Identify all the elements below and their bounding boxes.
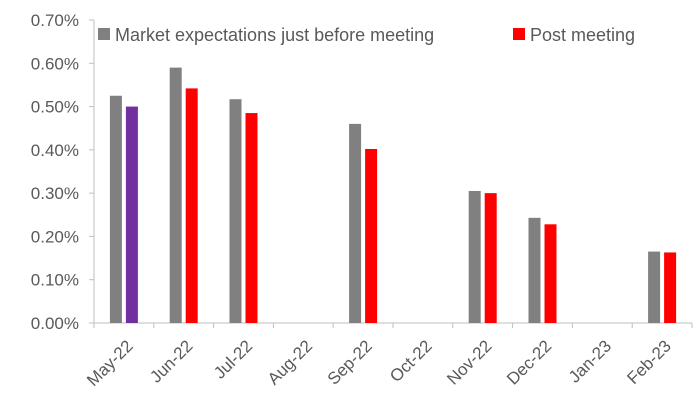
legend-swatch (98, 28, 110, 40)
y-tick-label: 0.40% (31, 141, 79, 160)
y-tick-label: 0.50% (31, 98, 79, 117)
bar-post-meeting (365, 148, 378, 323)
axes (93, 20, 692, 324)
y-tick-label: 0.10% (31, 271, 79, 290)
bar-post-meeting (484, 193, 497, 323)
legend-swatch (513, 28, 525, 40)
x-tick-label: Jul-22 (210, 336, 256, 382)
bar-pre-meeting (109, 95, 122, 323)
x-tick-label: Aug-22 (264, 336, 316, 388)
bar-post-meeting (664, 252, 677, 323)
y-tick-label: 0.30% (31, 184, 79, 203)
bar-pre-meeting (349, 123, 362, 323)
x-tick-label: Sep-22 (324, 336, 376, 388)
x-tick-label: May-22 (83, 336, 137, 390)
x-tick-label: Dec-22 (503, 336, 555, 388)
legend-label: Post meeting (530, 25, 635, 45)
bar-post-meeting (125, 106, 138, 323)
bar-post-meeting (245, 113, 258, 323)
bar-pre-meeting (528, 217, 541, 323)
bar-pre-meeting (229, 99, 242, 323)
y-tick-label: 0.70% (31, 11, 79, 30)
y-axis-ticks: 0.00% 0.10% 0.20% 0.30% 0.40% 0.50% 0.60% 0.70% (31, 11, 94, 333)
y-tick-label: 0.60% (31, 54, 79, 73)
x-tick-label: Jun-22 (146, 336, 196, 386)
bar-pre-meeting (468, 190, 481, 323)
legend: Market expectations just before meeting P… (98, 25, 635, 45)
bar-pre-meeting (648, 251, 661, 323)
legend-label: Market expectations just before meeting (115, 25, 434, 45)
x-axis-ticks: May-22 Jun-22 Jul-22 Aug-22 Sep-22 Oct-22 Nov-… (83, 323, 693, 390)
bar-post-meeting (185, 88, 198, 324)
y-tick-label: 0.00% (31, 314, 79, 333)
bar-post-meeting (544, 224, 557, 323)
x-tick-label: Jan-23 (565, 336, 615, 386)
x-tick-label: Nov-22 (443, 336, 495, 388)
x-tick-label: Oct-22 (386, 336, 436, 386)
y-tick-label: 0.20% (31, 227, 79, 246)
bars (109, 67, 677, 324)
x-tick-label: Feb-23 (623, 336, 675, 388)
bar-pre-meeting (169, 67, 182, 323)
